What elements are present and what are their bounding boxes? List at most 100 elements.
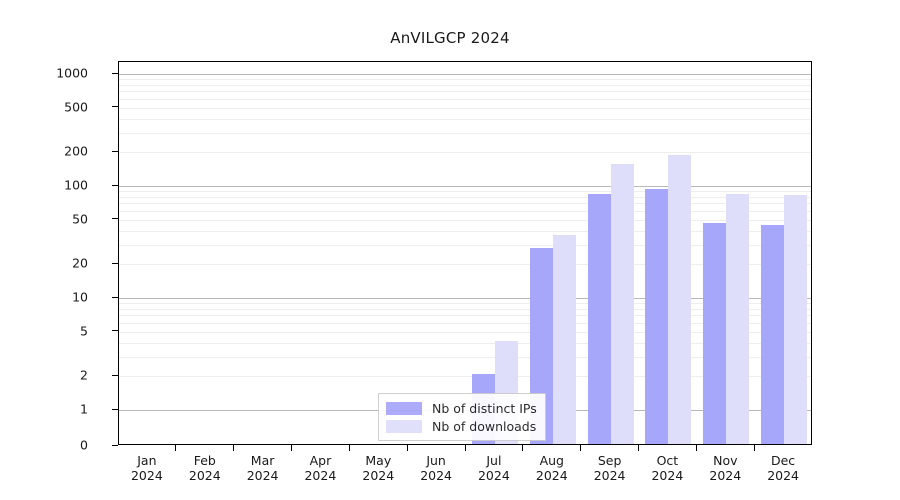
- x-axis-tick-month: Jul: [486, 453, 502, 468]
- y-axis-tick-mark: [112, 218, 118, 220]
- x-axis-tick-year: 2024: [477, 468, 510, 483]
- bar: [610, 164, 634, 444]
- gridline: [119, 298, 811, 299]
- x-axis-tick-label: Aug 2024: [492, 453, 612, 483]
- gridline: [119, 191, 811, 193]
- x-axis-tick-label: Oct 2024: [607, 453, 727, 483]
- gridline: [119, 186, 811, 187]
- bar: [761, 225, 785, 444]
- x-axis-tick-year: 2024: [420, 468, 452, 483]
- y-axis-tick-label: 5: [80, 323, 88, 339]
- y-axis-tick-mark: [112, 408, 118, 410]
- x-axis-tick-month: Dec: [770, 453, 796, 468]
- gridline: [119, 356, 811, 358]
- x-axis-tick-month: Sep: [597, 453, 622, 468]
- gridline: [119, 376, 811, 378]
- y-axis-tick-mark: [112, 330, 118, 332]
- y-axis-tick-mark: [112, 184, 118, 186]
- gridline: [119, 203, 811, 205]
- x-axis-tick-month: Aug: [539, 453, 564, 468]
- gridline: [119, 303, 811, 305]
- y-axis-tick-label: 1000: [56, 65, 88, 81]
- y-axis-tick-mark: [112, 150, 118, 152]
- x-axis-tick-mark: [233, 445, 235, 451]
- y-axis-tick-mark: [112, 106, 118, 108]
- legend-item-label: Nb of downloads: [432, 418, 537, 434]
- x-axis-tick-label: Jul 2024: [434, 453, 554, 483]
- gridline: [119, 342, 811, 344]
- x-axis-tick-label: Nov 2024: [665, 453, 785, 483]
- y-axis-tick-label: 100: [64, 177, 88, 193]
- x-axis-tick-month: Nov: [713, 453, 738, 468]
- y-axis-tick-label: 500: [64, 99, 88, 115]
- gridline: [119, 107, 811, 109]
- bar: [726, 193, 750, 444]
- gridline: [119, 196, 811, 198]
- x-axis-tick-mark: [175, 445, 177, 451]
- gridline: [119, 79, 811, 81]
- gridline: [119, 219, 811, 221]
- gridline: [119, 230, 811, 232]
- x-axis-tick-label: Feb 2024: [145, 453, 265, 483]
- x-axis-tick-year: 2024: [130, 468, 163, 483]
- gridline: [119, 244, 811, 246]
- legend-swatch-icon: [386, 401, 422, 415]
- x-axis-tick-year: 2024: [304, 468, 337, 483]
- x-axis-tick-mark: [406, 445, 408, 451]
- x-axis-tick-month: Oct: [656, 453, 679, 468]
- bar: [552, 235, 576, 444]
- y-axis-tick-label: 200: [64, 143, 88, 159]
- plot-area: [118, 61, 812, 445]
- x-axis-tick-mark: [348, 445, 350, 451]
- x-axis-tick-month: Jun: [426, 453, 446, 468]
- x-axis-tick-year: 2024: [767, 468, 799, 483]
- x-axis-tick-mark: [580, 445, 582, 451]
- legend-item[interactable]: Nb of distinct IPs: [386, 399, 537, 417]
- y-axis-tick-label: 50: [72, 211, 88, 227]
- legend-item[interactable]: Nb of downloads: [386, 417, 537, 435]
- gridline: [119, 84, 811, 86]
- x-axis-tick-mark: [522, 445, 524, 451]
- x-axis-tick-label: May 2024: [318, 453, 438, 483]
- x-axis-tick-mark: [753, 445, 755, 451]
- gridline: [119, 264, 811, 266]
- bar: [784, 194, 808, 444]
- bar: [668, 155, 692, 444]
- x-axis-tick-mark: [695, 445, 697, 451]
- x-axis-tick-label: Jun 2024: [376, 453, 496, 483]
- x-axis-tick-mark: [464, 445, 466, 451]
- x-axis-tick-year: 2024: [246, 468, 279, 483]
- y-axis-tick-label: 20: [72, 255, 88, 271]
- x-axis-tick-label: Sep 2024: [550, 453, 670, 483]
- x-axis-tick-mark: [638, 445, 640, 451]
- y-axis-tick-mark: [112, 374, 118, 376]
- chart-title: AnVILGCP 2024: [390, 29, 510, 47]
- y-axis-tick-mark: [112, 296, 118, 298]
- x-axis-tick-label: Apr 2024: [260, 453, 380, 483]
- gridline: [119, 315, 811, 317]
- x-axis-tick-month: Feb: [193, 453, 216, 468]
- legend-swatch-icon: [386, 419, 422, 433]
- x-axis-tick-label: Dec 2024: [723, 453, 843, 483]
- x-axis-tick-year: 2024: [188, 468, 221, 483]
- gridline: [119, 74, 811, 75]
- gridline: [119, 118, 811, 120]
- bar: [587, 193, 611, 444]
- y-axis-tick-label: 1: [80, 401, 88, 417]
- y-axis-tick-label: 10: [72, 289, 88, 305]
- gridline: [119, 91, 811, 93]
- y-axis-tick-mark: [112, 72, 118, 74]
- gridline: [119, 331, 811, 333]
- gridline: [119, 152, 811, 154]
- x-axis-tick-mark: [291, 445, 293, 451]
- gridline: [119, 132, 811, 134]
- x-axis-tick-year: 2024: [535, 468, 568, 483]
- x-axis-tick-year: 2024: [651, 468, 684, 483]
- gridline: [119, 98, 811, 100]
- x-axis-tick-month: Jan: [137, 453, 157, 468]
- gridline: [119, 308, 811, 310]
- y-axis-tick-label: 0: [80, 437, 88, 453]
- gridline: [119, 322, 811, 324]
- x-axis-tick-label: Mar 2024: [203, 453, 323, 483]
